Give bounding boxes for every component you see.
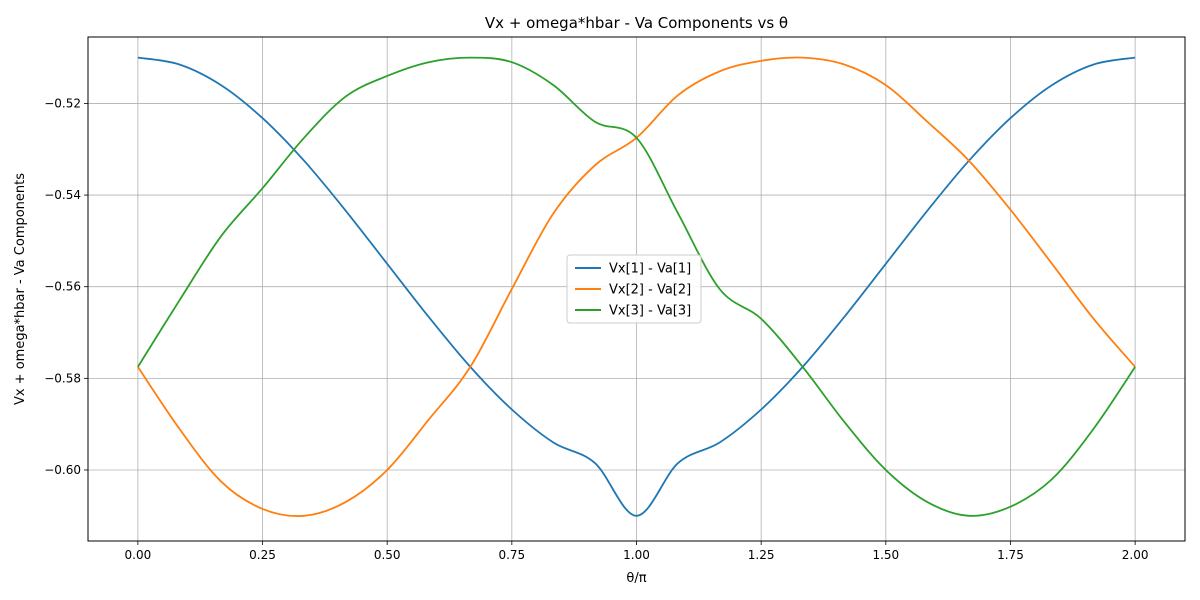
y-tick-label: −0.52 bbox=[44, 96, 81, 110]
series-line-1 bbox=[137, 56, 1136, 517]
legend-label-1: Vx[1] - Va[1] bbox=[609, 262, 691, 277]
series-line-2 bbox=[137, 56, 1136, 517]
series-lines bbox=[137, 56, 1136, 517]
y-tick-label: −0.56 bbox=[44, 280, 81, 294]
y-axis-title: Vx + omega*hbar - Va Components bbox=[13, 173, 28, 405]
legend-label-3: Vx[3] - Va[3] bbox=[609, 304, 691, 319]
y-tick-label: −0.60 bbox=[44, 463, 81, 477]
x-tick-label: 1.50 bbox=[872, 548, 899, 562]
series-line-3 bbox=[137, 56, 1136, 517]
ticks: 0.00 0.25 0.50 0.75 1.00 1.25 1.50 1.75 2.00 −0.6… bbox=[44, 96, 1148, 562]
x-tick-label: 0.50 bbox=[374, 548, 401, 562]
x-tick-label: 2.00 bbox=[1122, 548, 1149, 562]
x-tick-label: 1.00 bbox=[623, 548, 650, 562]
y-tick-label: −0.54 bbox=[44, 188, 81, 202]
legend: Vx[1] - Va[1] Vx[2] - Va[2] Vx[3] - Va[3] bbox=[566, 254, 702, 324]
chart-title: Vx + omega*hbar - Va Components vs θ bbox=[485, 14, 788, 32]
x-tick-label: 1.75 bbox=[997, 548, 1024, 562]
y-tick-label: −0.58 bbox=[44, 371, 81, 385]
x-tick-label: 0.75 bbox=[498, 548, 525, 562]
legend-box bbox=[566, 254, 702, 324]
legend-label-2: Vx[2] - Va[2] bbox=[609, 283, 691, 298]
x-tick-label: 0.00 bbox=[125, 548, 152, 562]
x-tick-label: 1.25 bbox=[748, 548, 775, 562]
x-tick-label: 0.25 bbox=[249, 548, 276, 562]
grid bbox=[88, 37, 1185, 541]
x-axis-title: θ/π bbox=[626, 571, 646, 586]
